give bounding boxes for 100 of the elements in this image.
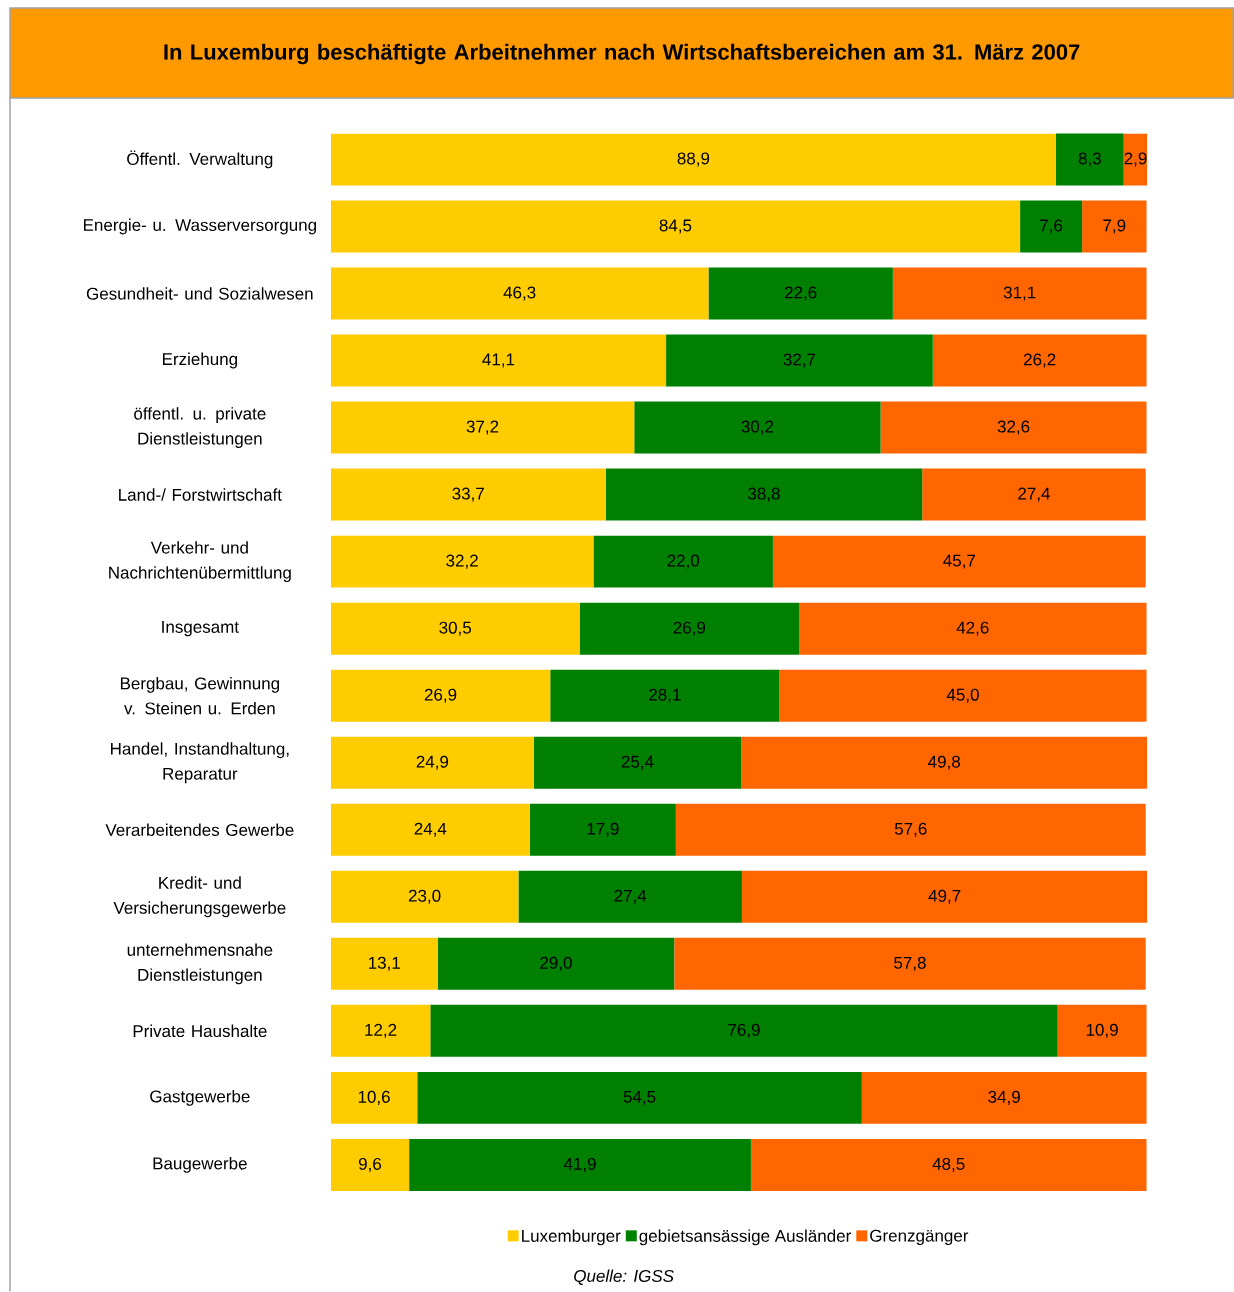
y-tick-label: unternehmensnahe Dienstleistungen [127, 943, 273, 985]
data-label: 31,1 [1003, 286, 1036, 301]
y-tick-label: Verarbeitendes Gewerbe [105, 823, 294, 836]
y-tick-label: Gastgewerbe [150, 1089, 250, 1106]
data-label: 26,9 [673, 621, 706, 636]
bar [330, 803, 530, 856]
data-label: 10,9 [1086, 1023, 1118, 1038]
data-label: 13,1 [368, 956, 400, 971]
y-tick-label: Energie- u. Wasserversorgung [83, 218, 316, 235]
data-label: 76,9 [728, 1023, 760, 1038]
data-label: 45,7 [943, 554, 975, 569]
bar [437, 937, 675, 990]
data-label: 23,0 [408, 889, 441, 904]
bar [330, 1138, 410, 1191]
data-label: 49,7 [928, 889, 961, 904]
bar [550, 669, 780, 722]
bar [1082, 200, 1147, 253]
data-label: 22,0 [667, 554, 700, 569]
bar [330, 535, 594, 588]
data-label: 7,6 [1040, 219, 1063, 234]
bar [675, 803, 1146, 856]
data-label: 7,9 [1103, 219, 1126, 234]
y-tick-label: öffentl. u. private Dienstleistungen [134, 407, 266, 448]
y-tick-label: Erziehung [162, 352, 237, 369]
y-tick-label: Handel, Instandhaltung, Reparatur [111, 742, 289, 784]
bar [674, 937, 1146, 990]
bar [533, 736, 742, 789]
y-tick-label: Land-/ Forstwirtschaft [119, 488, 282, 501]
data-label: 37,2 [466, 420, 499, 435]
data-label: 32,7 [783, 353, 816, 368]
bar [1055, 133, 1124, 186]
data-label: 8,3 [1078, 152, 1101, 167]
bar [529, 803, 676, 856]
bar [932, 334, 1147, 387]
bar [1123, 133, 1148, 186]
data-label: 32,6 [997, 420, 1030, 435]
bar [1057, 1004, 1147, 1057]
data-label: 9,6 [358, 1157, 382, 1172]
data-label: 17,9 [587, 822, 619, 837]
bar [430, 1004, 1058, 1057]
data-label: 24,9 [416, 755, 449, 770]
y-tick-label: Gesundheit- und Sozialwesen [86, 287, 313, 300]
bar [518, 870, 742, 923]
chart-title: In Luxemburg beschäftigte Arbeitnehmer nach Wirtschaftsbereichen am 31. März 2007 [164, 43, 1080, 65]
bar [330, 334, 667, 387]
legend-label: Luxemburger [522, 1229, 621, 1246]
bar [880, 401, 1147, 454]
data-label: 22,6 [784, 286, 817, 301]
bar [330, 200, 1021, 253]
bar [861, 1071, 1147, 1124]
bar [666, 334, 933, 387]
bar [330, 267, 709, 320]
bar [741, 736, 1148, 789]
data-label: 10,6 [358, 1090, 390, 1105]
bar [708, 267, 893, 320]
bar [634, 401, 881, 454]
bar [330, 736, 534, 789]
bar [417, 1071, 862, 1124]
y-tick-label: Verkehr- und Nachrichtenübermittlung [109, 541, 291, 583]
data-label: 27,4 [1018, 487, 1050, 502]
data-label: 49,8 [928, 755, 961, 770]
data-label: 57,6 [894, 822, 927, 837]
data-label: 2,9 [1124, 152, 1147, 167]
bar [330, 602, 580, 655]
bar [922, 468, 1146, 521]
y-tick-label: Private Haushalte [133, 1024, 267, 1038]
data-label: 45,0 [946, 688, 979, 703]
bar [605, 468, 923, 521]
bar [1020, 200, 1083, 253]
bar [593, 535, 773, 588]
y-tick-label: Öffentl. Verwaltung [127, 150, 273, 169]
bar [330, 937, 438, 990]
bar [779, 669, 1147, 722]
data-label: 84,5 [659, 219, 692, 234]
bar [330, 669, 551, 722]
data-label: 42,6 [956, 621, 989, 636]
bar [330, 133, 1056, 186]
data-label: 26,9 [424, 688, 457, 703]
data-label: 57,8 [894, 956, 926, 971]
data-label: 54,5 [623, 1090, 656, 1105]
data-label: 27,4 [614, 889, 647, 904]
bar [330, 870, 519, 923]
data-label: 30,2 [741, 420, 774, 435]
data-label: 26,2 [1023, 353, 1056, 368]
bar [330, 468, 606, 521]
bar [772, 535, 1146, 588]
legend-label: Grenzgänger [870, 1229, 969, 1246]
data-label: 33,7 [452, 487, 484, 502]
y-tick-label: Bergbau, Gewinnung v. Steinen u. Erden [120, 676, 279, 715]
y-tick-label: Baugewerbe [153, 1156, 247, 1173]
y-tick-label: Kredit- und Versicherungsgewerbe [113, 876, 286, 918]
bar [409, 1138, 751, 1191]
data-label: 32,2 [446, 554, 478, 569]
bar [799, 602, 1147, 655]
bar [330, 401, 635, 454]
bar [892, 267, 1147, 320]
data-label: 12,2 [365, 1023, 397, 1038]
data-label: 25,4 [621, 755, 654, 770]
bar [750, 1138, 1147, 1191]
bar [330, 1071, 418, 1124]
